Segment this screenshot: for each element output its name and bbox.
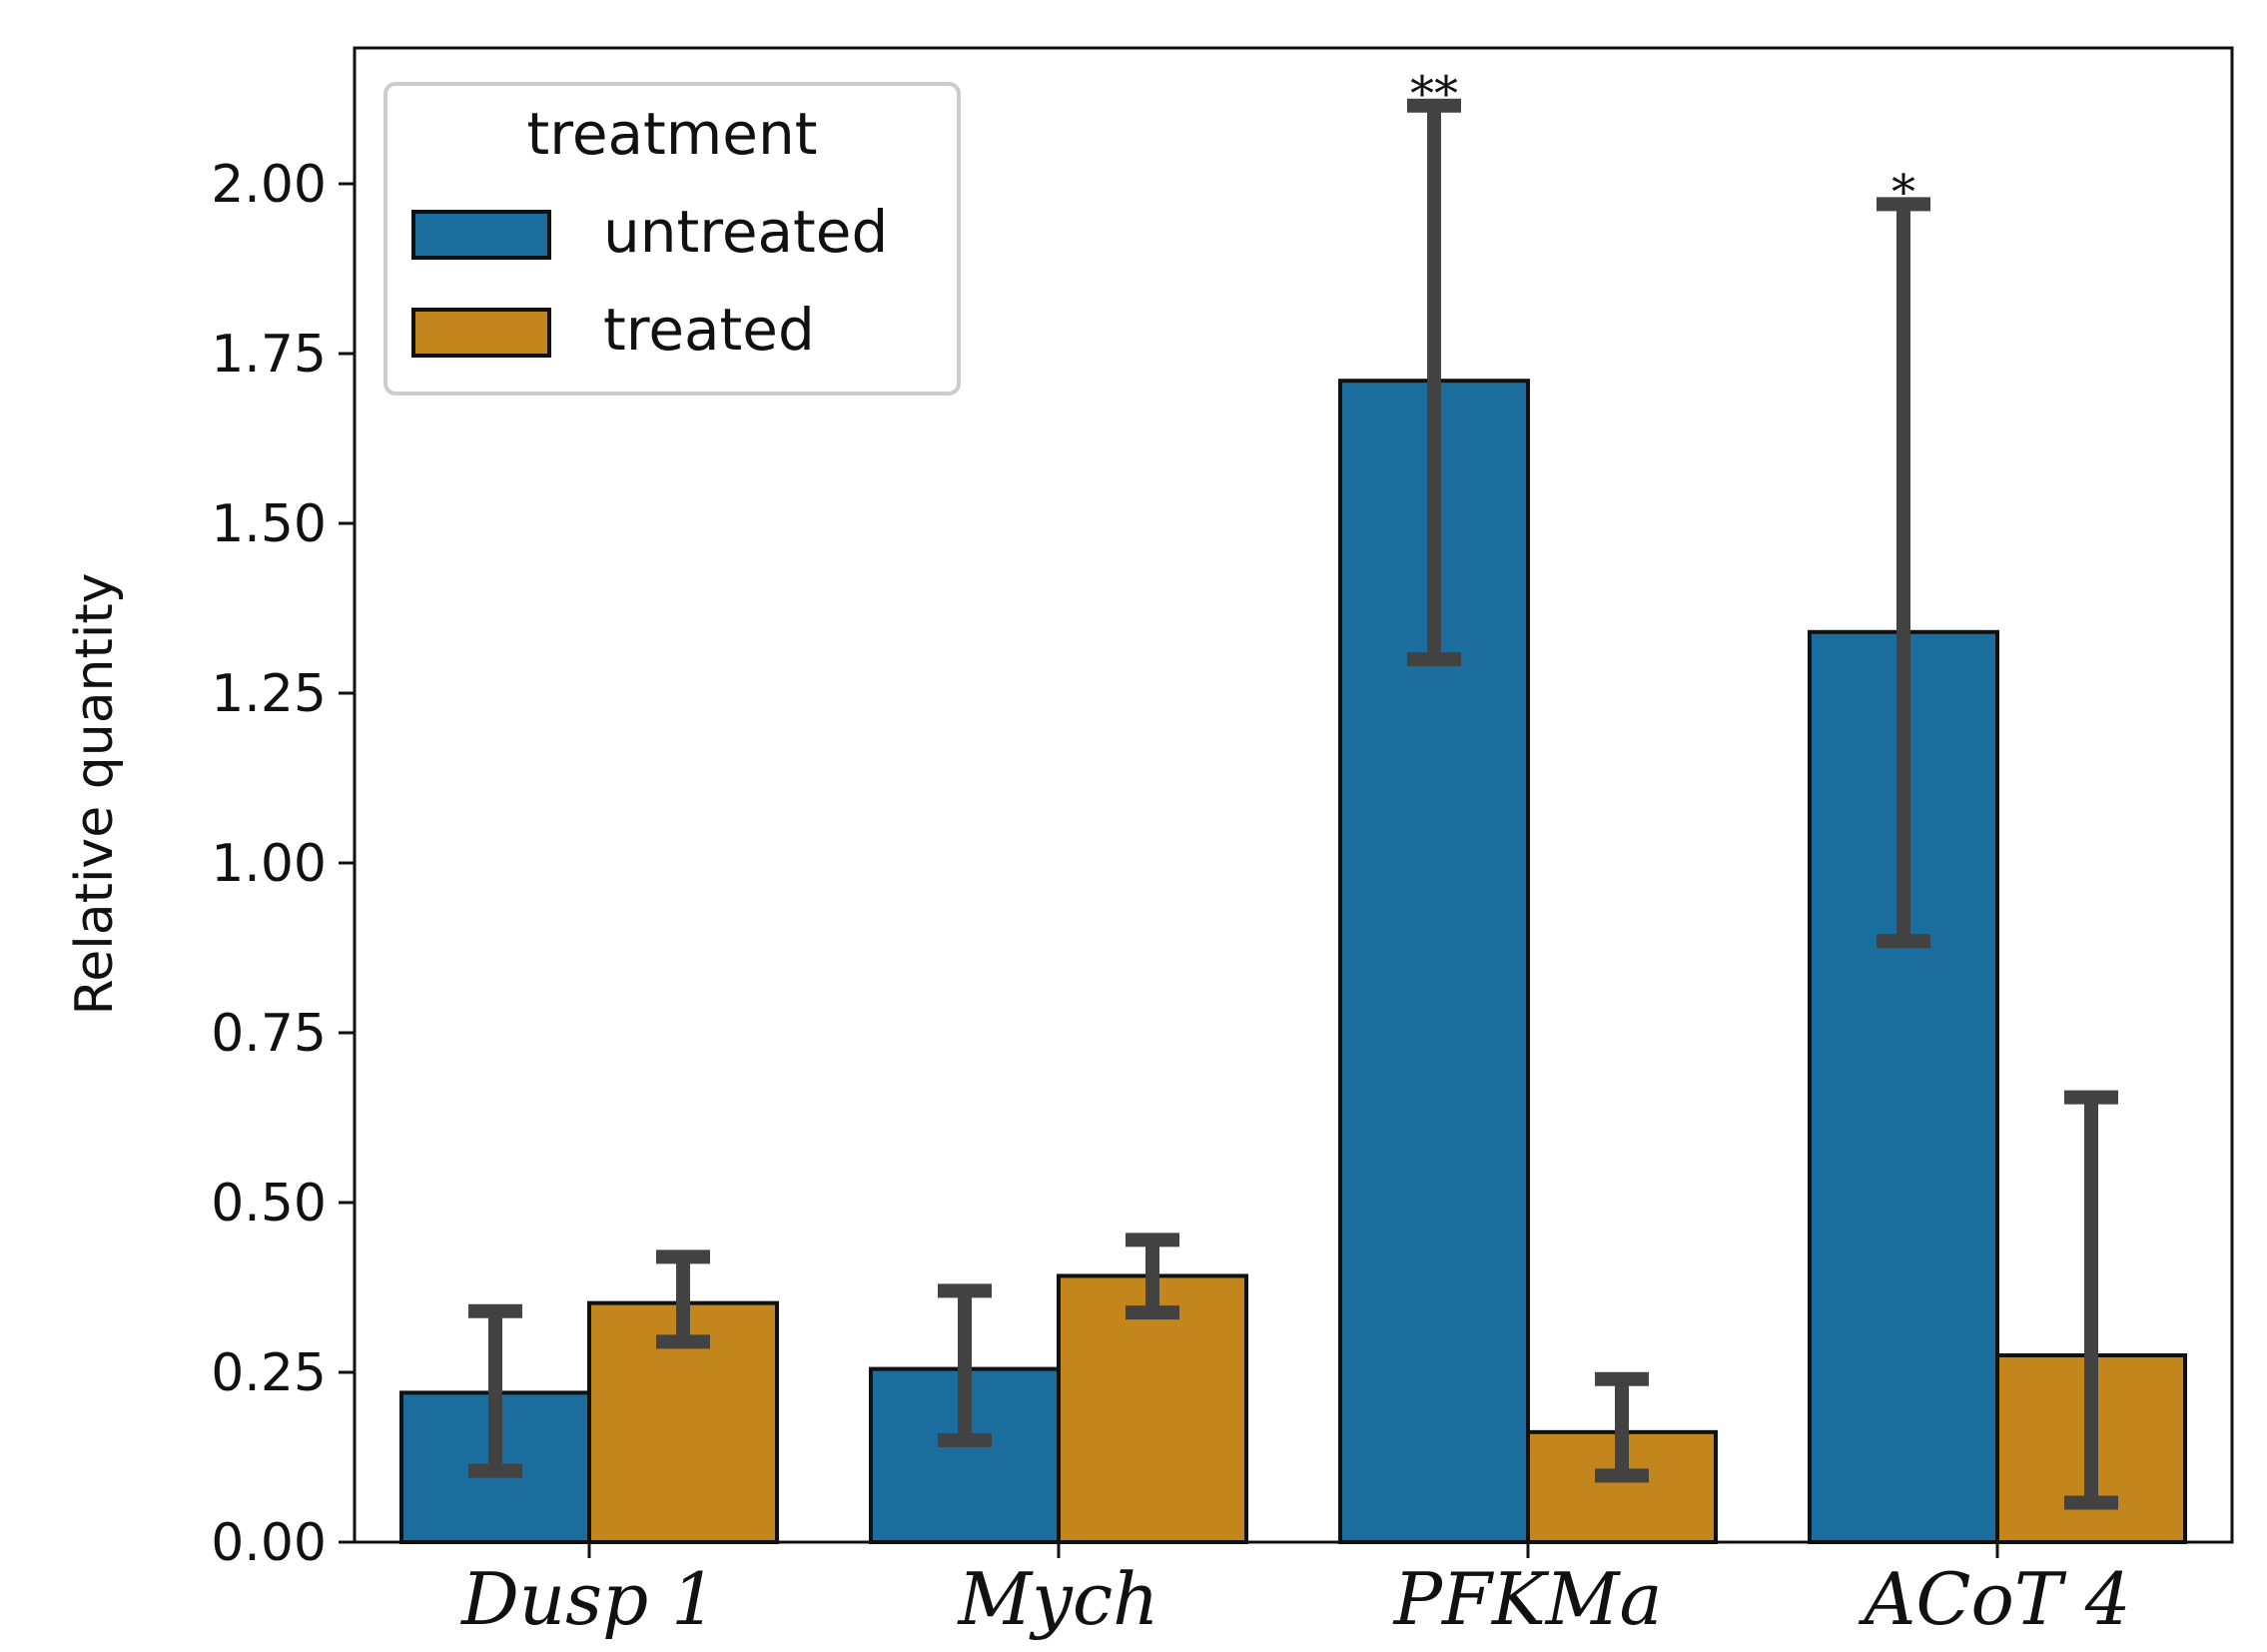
significance-marker-pfkma: ** [1410, 66, 1458, 122]
error-bar-untreated-mych [938, 1283, 992, 1447]
plot-area: *** [399, 66, 2187, 1545]
legend-title: treatment [527, 100, 818, 168]
y-tick-label: 0.50 [211, 1174, 327, 1234]
y-tick-label: 1.25 [211, 664, 327, 724]
error-bar-untreated-acot-4 [1877, 197, 1930, 949]
y-tick-label: 1.00 [211, 834, 327, 894]
legend-swatch-treated [411, 308, 551, 358]
x-category-label-dusp-1: Dusp 1 [459, 1557, 717, 1641]
x-category-label-pfkma: PFKMa [1392, 1557, 1663, 1641]
bar-treated-mych [1057, 1273, 1248, 1544]
error-bar-treated-acot-4 [2064, 1090, 2118, 1510]
axes: 0.00 0.25 0.50 0.75 1.00 1.25 1.50 1.75 2.00 Dusp… [211, 46, 2234, 1641]
error-bar-treated-dusp-1 [656, 1249, 710, 1349]
error-bar-untreated-dusp-1 [468, 1303, 522, 1478]
y-tick-label: 1.50 [211, 494, 327, 554]
y-tick-label: 1.75 [211, 325, 327, 385]
legend-label-treated: treated [603, 296, 815, 364]
legend-swatch-untreated [411, 210, 551, 260]
error-bar-untreated-pfkma [1407, 98, 1461, 666]
y-tick-label: 0.00 [211, 1513, 327, 1573]
error-bar-treated-mych [1126, 1233, 1179, 1320]
y-axis-label: Relative quantity [65, 572, 125, 1015]
legend-label-untreated: untreated [603, 198, 888, 266]
error-bar-treated-pfkma [1595, 1371, 1649, 1483]
y-tick-label: 2.00 [211, 155, 327, 215]
y-tick-label: 0.25 [211, 1343, 327, 1403]
x-category-label-acot-4: ACoT 4 [1858, 1557, 2130, 1641]
x-category-label-mych: Mych [956, 1557, 1158, 1641]
axes-frame [353, 46, 2234, 1544]
legend: treatment untreated treated [383, 82, 961, 396]
y-tick-label: 0.75 [211, 1004, 327, 1064]
significance-marker-acot-4: * [1891, 164, 1915, 220]
